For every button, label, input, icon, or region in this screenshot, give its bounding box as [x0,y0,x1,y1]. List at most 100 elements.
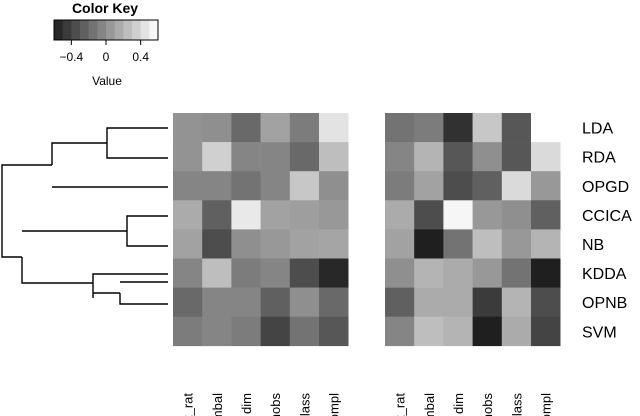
heatmap-cell [501,316,532,347]
color-key-axis: −0.4 0 0.4 [54,39,158,64]
heatmap-cell [202,200,232,230]
color-key-bin [114,20,124,40]
heatmap-cell [319,142,349,172]
column-label: dim [451,393,466,414]
heatmap-cell [531,287,561,317]
heatmap-cell [472,200,503,230]
heatmap-cell [443,171,473,201]
heatmap-cell [173,316,203,347]
color-key-tick-label: 0 [103,50,110,64]
column-label: nobs [480,393,495,416]
color-key-tick-label: 0.4 [132,50,149,64]
heatmap-cell [414,287,444,317]
heatmap-cell [531,229,561,259]
color-key-bin [132,20,142,40]
heatmap-cell [501,258,532,288]
color-key-bin [106,20,116,40]
column-label: cat_rat [393,393,408,416]
heatmap-cell [385,200,415,230]
heatmap-cell [501,113,532,143]
color-key-bin [88,20,98,40]
heatmap-cell [531,142,561,172]
row-label: RDA [582,150,616,167]
heatmap-cell [202,171,232,201]
column-label: nobs [268,393,283,416]
column-label: dim [239,393,254,414]
heatmap-cell [472,316,503,347]
heatmap-cell [472,142,503,172]
column-label: nclass [297,393,312,416]
heatmap-cell [289,316,320,347]
heatmap-cell [173,142,203,172]
heatmap-cell [260,113,291,143]
heatmap-cell [472,113,503,143]
heatmap-cell [414,142,444,172]
dendrogram-branch [106,127,168,159]
heatmap-cell [414,258,444,288]
heatmap-cell [385,316,415,347]
column-label: compl [327,393,342,416]
heatmap-cell [289,171,320,201]
dendrogram-branch [92,273,168,298]
heatmap-cell [231,258,261,288]
color-key-xlabel: Value [92,74,122,88]
heatmap-panel-2 [385,113,561,347]
heatmap-cell [319,200,349,230]
heatmap-cell [443,200,473,230]
row-dendrogram [1,127,168,305]
color-key-bin [71,20,81,40]
heatmap-cell [289,258,320,288]
color-key: Color Key −0.4 0 0.4 Value [53,0,159,88]
dendrogram-branch [21,230,127,284]
column-label: cat_rat [181,393,196,416]
row-label: LDA [582,121,613,138]
heatmap-cell [472,229,503,259]
heatmap-cell [385,287,415,317]
heatmap-cell [385,142,415,172]
heatmap-cell [472,258,503,288]
heatmap-cell [443,229,473,259]
heatmap-cell [385,113,415,143]
heatmap-cell [531,316,561,347]
heatmap-cell [260,200,291,230]
heatmap-cell [173,258,203,288]
heatmap-cell [531,258,561,288]
row-labels: LDA RDA OPGD CCICA NB KDDA OPNB SVM [582,121,632,342]
heatmap-cell [443,258,473,288]
dendrogram-branch [119,281,168,305]
column-label: compl [539,393,554,416]
heatmap-cell [414,113,444,143]
color-key-bin [97,20,107,40]
heatmap-cell [202,142,232,172]
heatmap-cell [173,229,203,259]
row-label: KDDA [582,266,627,283]
heatmap-cell [173,287,203,317]
heatmap-cell [501,200,532,230]
heatmap-cell [319,229,349,259]
heatmap-cell [319,287,349,317]
column-label: nclass [509,393,524,416]
heatmap-cell [289,200,320,230]
heatmap-cell [231,316,261,347]
heatmap-cell [260,229,291,259]
heatmap-cell [443,287,473,317]
color-key-bin [54,20,64,40]
heatmap-cell [231,113,261,143]
heatmap-cell [443,113,473,143]
heatmap-cell [531,200,561,230]
heatmap-cell [319,171,349,201]
heatmap-cell [501,142,532,172]
heatmap-cell [231,229,261,259]
color-key-bin [140,20,150,40]
color-key-gradient [54,20,159,40]
heatmap-cell [501,171,532,201]
heatmap-cell [202,229,232,259]
heatmap-cell [443,316,473,347]
heatmap-cell [231,171,261,201]
heatmap-cell [231,287,261,317]
color-key-bin [123,20,133,40]
heatmap-cell [385,258,415,288]
row-label: OPNB [582,295,627,312]
heatmap-cell [289,229,320,259]
